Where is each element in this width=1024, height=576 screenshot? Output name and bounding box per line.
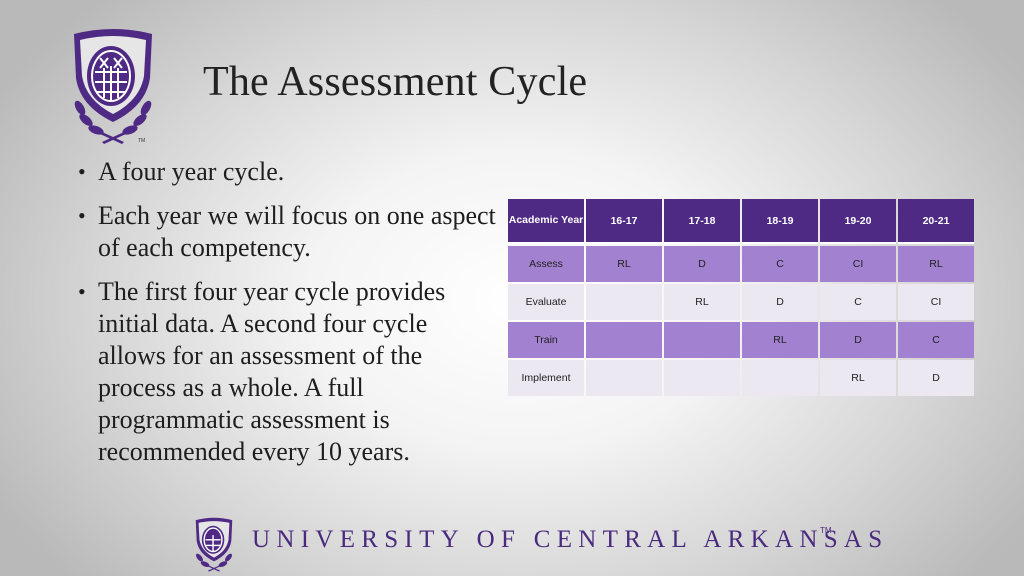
table-cell [586, 322, 662, 358]
table-cell: D [898, 360, 974, 396]
table-row: Implement RL D [508, 360, 974, 396]
bullet-item: The first four year cycle provides initi… [78, 276, 498, 468]
table-header: 16-17 [586, 199, 662, 244]
table-row: Train RL D C [508, 322, 974, 358]
svg-text:TM: TM [138, 138, 145, 144]
table-header-row: Academic Year 16-17 17-18 18-19 19-20 20… [508, 199, 974, 244]
table-cell: RL [742, 322, 818, 358]
table-cell [742, 360, 818, 396]
table-row: Evaluate RL D C CI [508, 284, 974, 320]
bullet-list: A four year cycle. Each year we will foc… [78, 156, 498, 480]
bullet-item: A four year cycle. [78, 156, 498, 188]
table-cell: RL [820, 360, 896, 396]
row-label: Implement [508, 360, 584, 396]
row-label: Evaluate [508, 284, 584, 320]
table-cell [664, 360, 740, 396]
table-cell: D [820, 322, 896, 358]
university-shield-logo-icon: TM [74, 29, 152, 144]
table-row: Assess RL D C CI RL [508, 246, 974, 282]
table-cell: D [742, 284, 818, 320]
table-cell [586, 360, 662, 396]
footer-shield-logo-icon [195, 517, 233, 572]
slide-title: The Assessment Cycle [203, 59, 588, 105]
table-header: Academic Year [508, 199, 584, 244]
university-wordmark: UNIVERSITY OF CENTRAL ARKANSAS [252, 526, 889, 553]
table-cell: RL [586, 246, 662, 282]
table-cell [586, 284, 662, 320]
table-cell: CI [820, 246, 896, 282]
table-cell: C [742, 246, 818, 282]
table-cell: RL [898, 246, 974, 282]
table-cell: D [664, 246, 740, 282]
table-cell: RL [664, 284, 740, 320]
assessment-table: Academic Year 16-17 17-18 18-19 19-20 20… [506, 197, 976, 398]
table-cell [664, 322, 740, 358]
trademark-mark: TM [820, 526, 832, 535]
bullet-item: Each year we will focus on one aspect of… [78, 200, 498, 264]
table-header: 19-20 [820, 199, 896, 244]
table-header: 18-19 [742, 199, 818, 244]
table-header: 17-18 [664, 199, 740, 244]
table-cell: C [820, 284, 896, 320]
row-label: Train [508, 322, 584, 358]
table-header: 20-21 [898, 199, 974, 244]
table-cell: C [898, 322, 974, 358]
table-cell: CI [898, 284, 974, 320]
row-label: Assess [508, 246, 584, 282]
